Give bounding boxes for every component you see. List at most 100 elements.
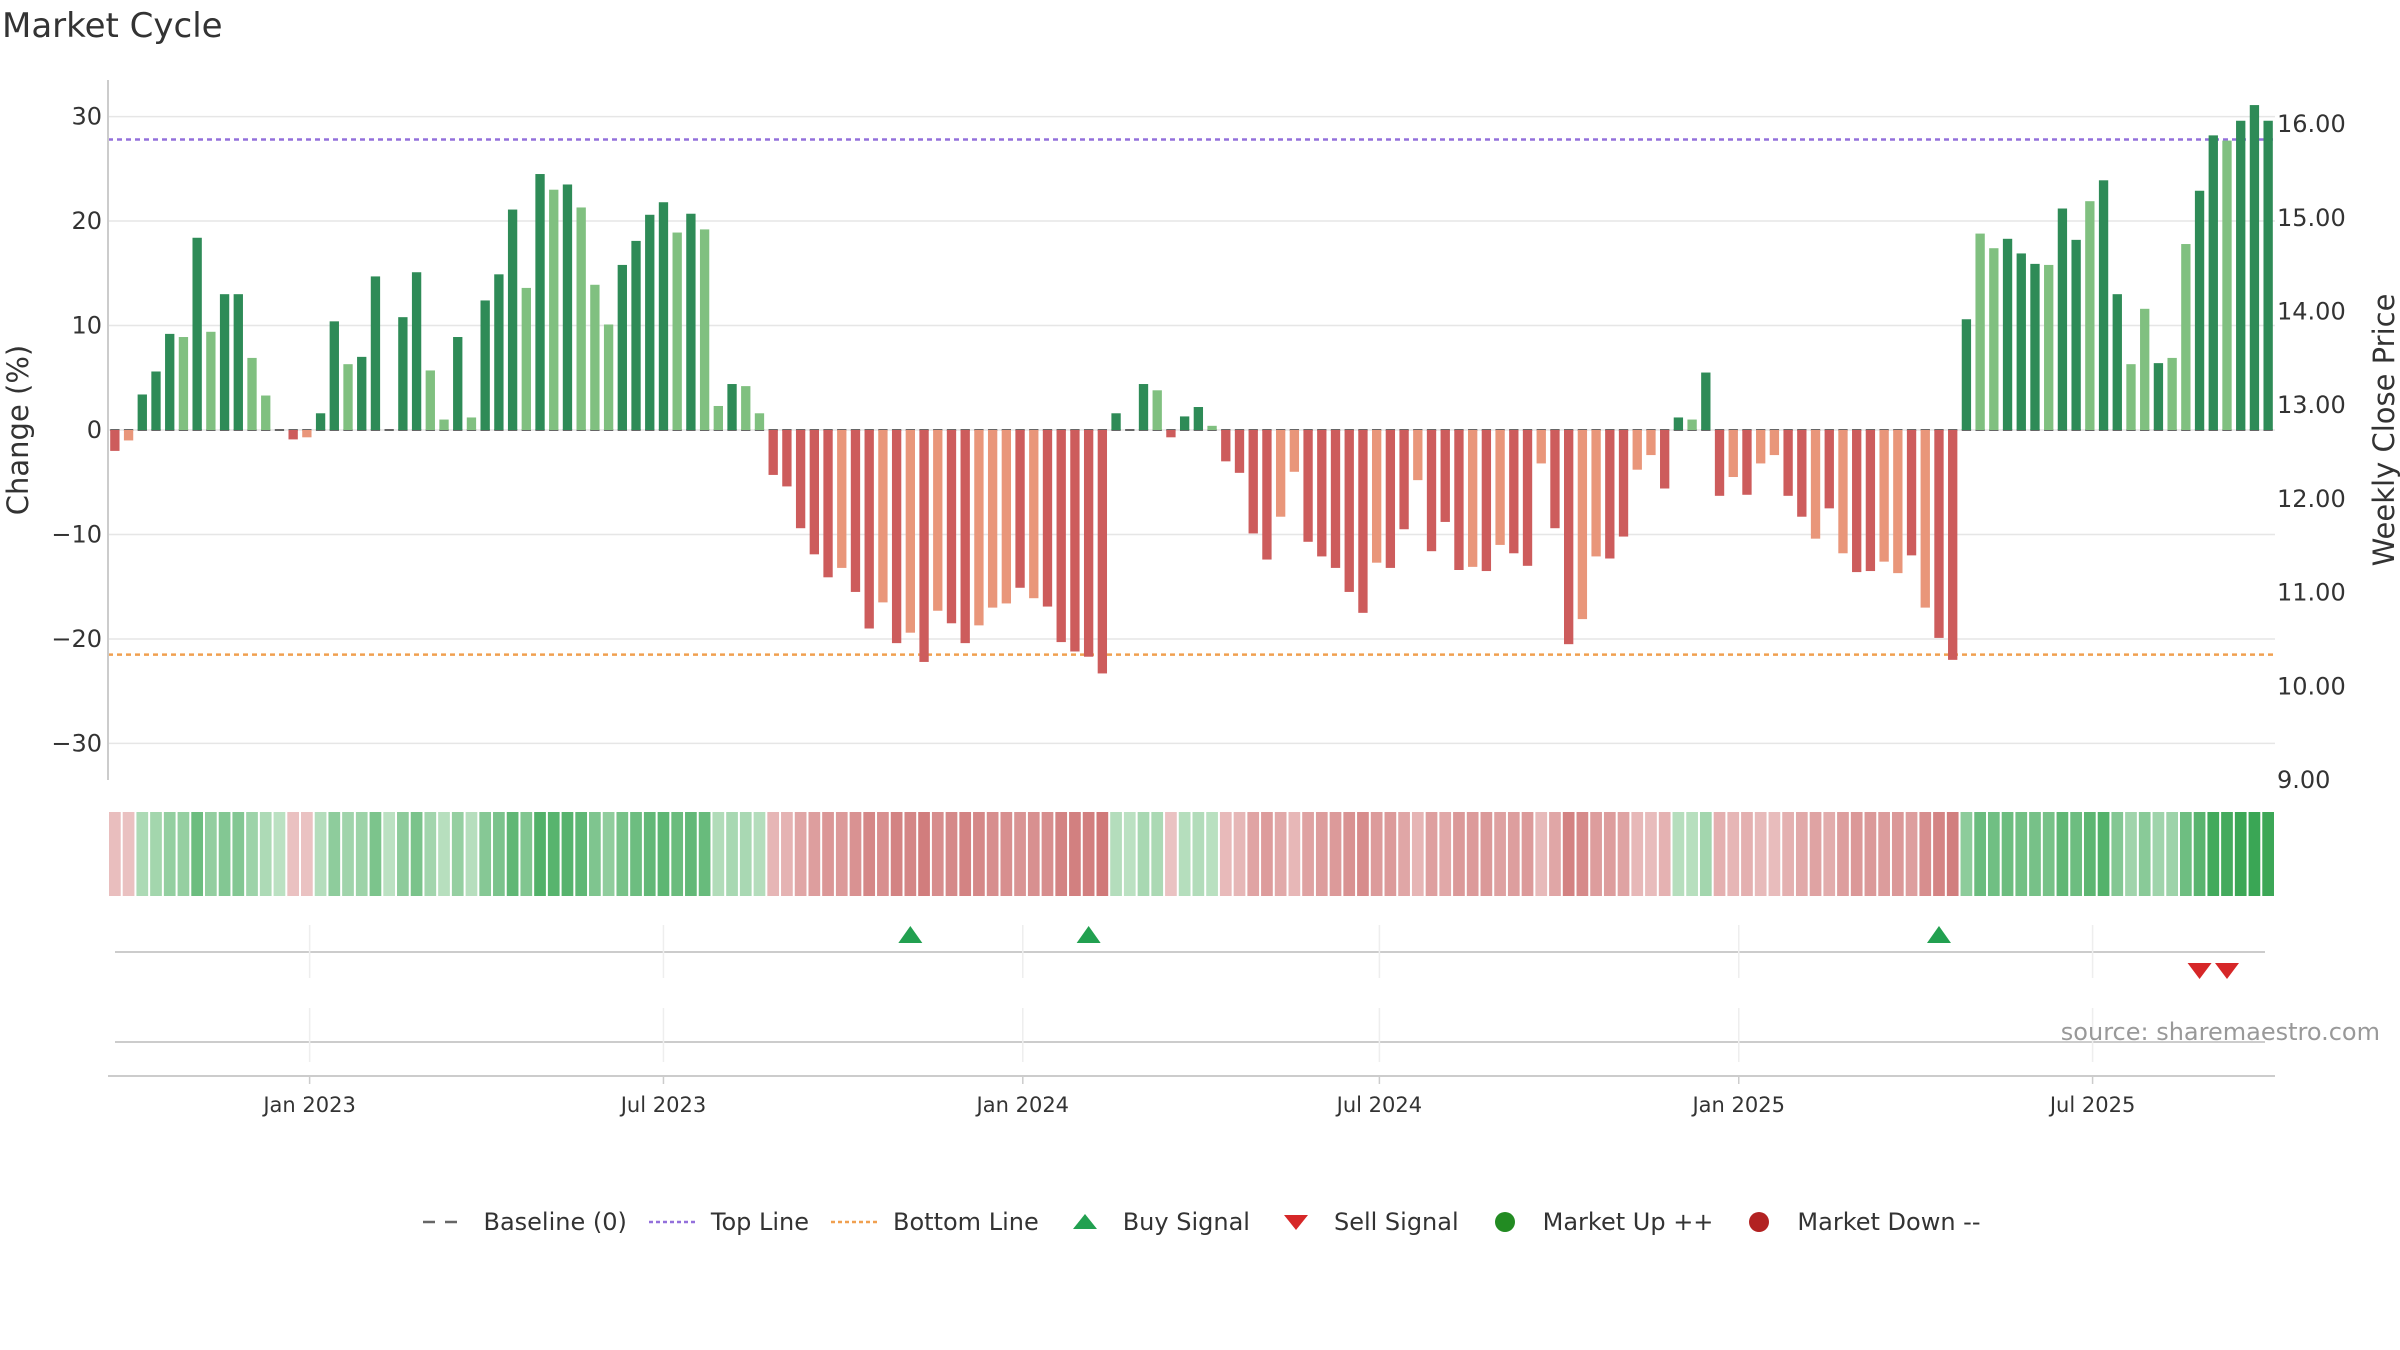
heatmap-cell xyxy=(410,812,423,896)
bar xyxy=(1920,430,1930,608)
bar xyxy=(494,274,504,430)
heatmap-cell xyxy=(2138,812,2151,896)
heatmap-cell xyxy=(2193,812,2206,896)
legend-item-market-down[interactable]: Market Down -- xyxy=(1733,1208,1981,1236)
heatmap-cell xyxy=(1741,812,1753,896)
heatmap-cell xyxy=(1206,812,1218,896)
legend-label: Sell Signal xyxy=(1333,1208,1459,1236)
bar xyxy=(576,207,586,430)
heatmap-cell xyxy=(918,812,930,896)
heatmap-cell xyxy=(2015,812,2028,896)
bar xyxy=(2194,190,2205,430)
bar xyxy=(1728,430,1738,478)
heatmap-cell xyxy=(1645,812,1657,896)
bar xyxy=(782,430,792,487)
heatmap-cell xyxy=(1315,812,1328,896)
heatmap-cell xyxy=(1576,812,1589,896)
y2-tick-label: 16.00 xyxy=(2277,110,2346,138)
heatmap-cell xyxy=(1329,812,1342,896)
heatmap-cell xyxy=(1617,812,1630,896)
heatmap-cell xyxy=(1233,812,1246,896)
heatmap-cell xyxy=(1343,812,1356,896)
bar xyxy=(2263,120,2273,430)
bar xyxy=(1467,430,1478,567)
heatmap-cell xyxy=(1274,812,1287,896)
legend-item-buy-signal[interactable]: Buy Signal xyxy=(1059,1208,1250,1236)
heatmap-cell xyxy=(739,812,752,896)
heatmap-cell xyxy=(1768,812,1781,896)
legend-item-market-up[interactable]: Market Up ++ xyxy=(1479,1208,1714,1236)
heatmap-cell xyxy=(698,812,711,896)
heatmap-cell xyxy=(191,812,204,896)
heatmap-cell xyxy=(877,812,889,896)
legend-item-top-line[interactable]: Top Line xyxy=(647,1208,809,1236)
bar xyxy=(1536,430,1546,464)
bar xyxy=(1399,430,1409,530)
bar xyxy=(645,214,655,430)
heatmap-cell xyxy=(1933,812,1945,896)
heatmap-cell xyxy=(1192,812,1205,896)
legend-item-baseline-0[interactable]: Baseline (0) xyxy=(419,1208,627,1236)
bar xyxy=(1275,430,1286,517)
bar xyxy=(1701,372,1711,430)
bar xyxy=(521,287,531,430)
bar xyxy=(809,430,819,555)
legend-item-bottom-line[interactable]: Bottom Line xyxy=(829,1208,1039,1236)
heatmap-cell xyxy=(2262,812,2274,896)
bar xyxy=(1262,430,1272,560)
heatmap-cell xyxy=(589,812,601,896)
heatmap-cell xyxy=(273,812,286,896)
bar xyxy=(2236,120,2246,430)
bar xyxy=(795,430,806,529)
heatmap-cell xyxy=(2001,812,2014,896)
bar xyxy=(192,237,202,430)
heatmap-cell xyxy=(657,812,670,896)
bar xyxy=(1221,430,1231,462)
buy-signal-marker xyxy=(898,926,923,943)
y2-axis-title: Weekly Close Price xyxy=(2367,294,2400,567)
legend-item-sell-signal[interactable]: Sell Signal xyxy=(1270,1208,1459,1236)
bar xyxy=(2002,238,2013,430)
heatmap-cell xyxy=(1014,812,1026,896)
axes: 30 20 10 0 −10 −20 −30 16.00 15.00 14.00 13.00 12.0… xyxy=(51,80,2346,794)
heatmap-cell xyxy=(1562,812,1575,896)
heatmap-cell xyxy=(2111,812,2124,896)
heatmap-cell xyxy=(1891,812,1904,896)
heatmap-cell xyxy=(931,812,944,896)
dotted-icon xyxy=(648,1220,697,1224)
heatmap-cell xyxy=(753,812,766,896)
heatmap-cell xyxy=(1096,812,1109,896)
bar xyxy=(425,370,435,430)
heatmap-cell xyxy=(671,812,684,896)
heatmap-cell xyxy=(863,812,876,896)
bar xyxy=(1632,430,1642,470)
legend-label: Market Up ++ xyxy=(1542,1208,1714,1236)
bar xyxy=(370,276,381,430)
sell-signal-marker xyxy=(2214,963,2239,979)
bar xyxy=(1550,430,1560,529)
heatmap-cell xyxy=(2097,812,2110,896)
heatmap-cell xyxy=(1398,812,1410,896)
buy-signal-marker xyxy=(1926,926,1951,943)
bar xyxy=(2057,208,2068,430)
heatmap-cell xyxy=(150,812,162,896)
heatmap-cell xyxy=(2042,812,2055,896)
bar xyxy=(1193,407,1204,430)
heatmap-cell xyxy=(602,812,615,896)
x-tick-label: Jan 2025 xyxy=(1690,1093,1785,1117)
bar xyxy=(1207,425,1217,430)
bar xyxy=(1042,430,1053,607)
bar xyxy=(946,430,957,624)
bar-series xyxy=(110,105,2273,674)
bar xyxy=(933,430,943,611)
heatmap-cell xyxy=(561,812,574,896)
heatmap-cell xyxy=(1123,812,1136,896)
bar xyxy=(1371,430,1382,563)
heatmap-cell xyxy=(1905,812,1918,896)
bar xyxy=(1714,430,1725,496)
heatmap-cell xyxy=(1727,812,1740,896)
heatmap-cell xyxy=(1384,812,1397,896)
heatmap-cell xyxy=(1261,812,1273,896)
bar xyxy=(315,413,326,430)
cycle-heatmap-strip xyxy=(109,812,2274,896)
